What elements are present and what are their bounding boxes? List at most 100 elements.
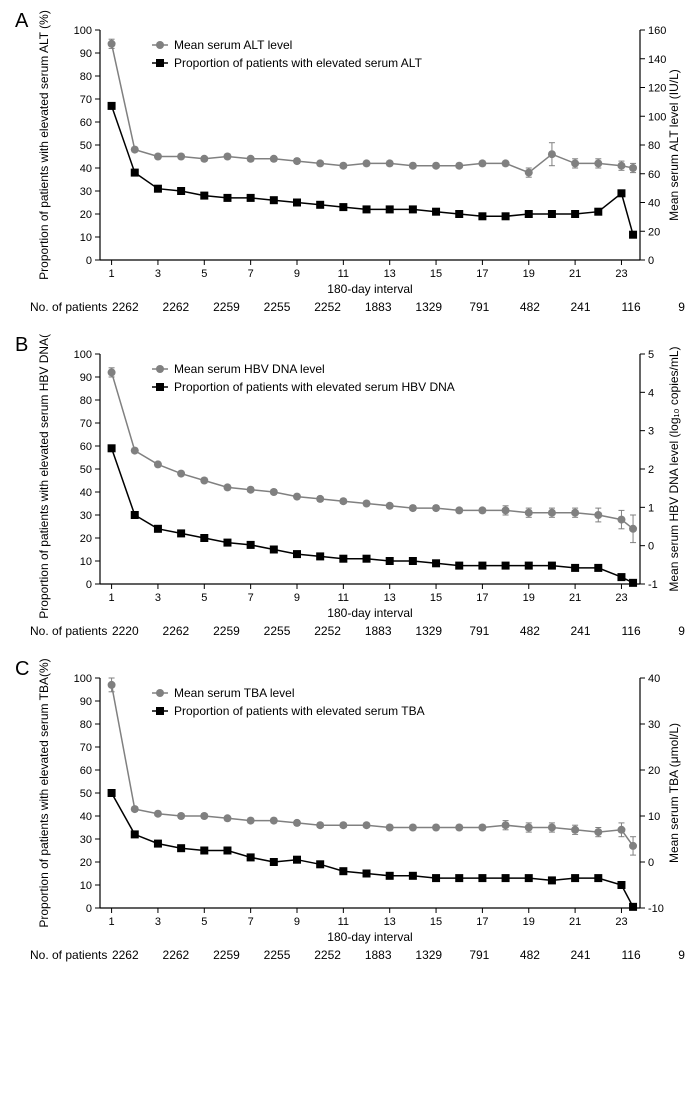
prop-marker — [386, 872, 394, 880]
prop-marker — [363, 870, 371, 878]
patient-count: 2255 — [252, 948, 303, 962]
y-right-tick: -1 — [648, 579, 658, 591]
mean-marker — [200, 155, 208, 163]
mean-marker — [270, 817, 278, 825]
y-right-axis-label: Mean serum HBV DNA level (log₁₀ copies/m… — [667, 346, 681, 591]
mean-marker — [293, 819, 301, 827]
mean-marker — [247, 817, 255, 825]
x-tick: 23 — [615, 592, 627, 604]
mean-marker — [270, 155, 278, 163]
x-tick: 1 — [109, 268, 115, 280]
patient-count: 2252 — [302, 624, 353, 638]
mean-marker — [594, 159, 602, 167]
mean-marker — [525, 824, 533, 832]
mean-marker — [363, 500, 371, 508]
patient-count: 116 — [606, 948, 657, 962]
prop-marker — [629, 231, 637, 239]
patient-count: 2259 — [201, 300, 252, 314]
patient-count: 791 — [454, 624, 505, 638]
prop-marker — [293, 199, 301, 207]
mean-marker — [339, 821, 347, 829]
x-tick: 13 — [384, 592, 396, 604]
y-right-tick: 80 — [648, 140, 660, 152]
mean-marker — [131, 447, 139, 455]
mean-marker — [548, 824, 556, 832]
legend-prop-label: Proportion of patients with elevated ser… — [174, 380, 455, 394]
x-tick: 15 — [430, 592, 442, 604]
prop-marker — [200, 534, 208, 542]
y-left-tick: 30 — [80, 510, 92, 522]
panel-label: B — [15, 334, 28, 357]
x-tick: 15 — [430, 268, 442, 280]
patients-row: No. of patients2262226222592255225218831… — [30, 300, 697, 314]
x-tick: 9 — [294, 268, 300, 280]
mean-marker — [548, 509, 556, 517]
x-tick: 11 — [338, 268, 349, 280]
chart-svg: 0102030405060708090100020406080100120140… — [30, 10, 690, 300]
y-left-tick: 90 — [80, 372, 92, 384]
legend-mean-label: Mean serum HBV DNA level — [174, 362, 325, 376]
mean-marker — [200, 477, 208, 485]
y-left-tick: 20 — [80, 533, 92, 545]
mean-marker — [339, 162, 347, 170]
patient-count: 2255 — [252, 300, 303, 314]
mean-marker — [455, 824, 463, 832]
mean-marker — [594, 828, 602, 836]
mean-marker — [270, 488, 278, 496]
patient-count: 2262 — [100, 300, 151, 314]
mean-marker — [177, 153, 185, 161]
prop-marker — [432, 874, 440, 882]
patients-values: 2262226222592255225218831329791482241116… — [100, 948, 697, 962]
legend-mean-label: Mean serum TBA level — [174, 686, 295, 700]
x-axis-label: 180-day interval — [327, 282, 412, 296]
patient-count: 241 — [555, 624, 606, 638]
panel-label: C — [15, 658, 29, 681]
patient-count: 1329 — [403, 948, 454, 962]
mean-marker — [629, 164, 637, 172]
prop-marker — [131, 169, 139, 177]
mean-marker — [629, 525, 637, 533]
mean-marker — [502, 159, 510, 167]
prop-marker — [629, 579, 637, 587]
mean-marker — [339, 497, 347, 505]
y-left-tick: 70 — [80, 418, 92, 430]
y-right-tick: -10 — [648, 903, 664, 915]
y-left-tick: 50 — [80, 464, 92, 476]
y-left-tick: 30 — [80, 834, 92, 846]
patient-count: 241 — [555, 300, 606, 314]
y-left-tick: 90 — [80, 696, 92, 708]
y-left-tick: 100 — [74, 349, 92, 361]
mean-marker — [131, 805, 139, 813]
prop-marker — [617, 881, 625, 889]
mean-marker — [247, 486, 255, 494]
prop-marker — [177, 187, 185, 195]
prop-marker — [223, 847, 231, 855]
mean-marker — [154, 810, 162, 818]
mean-marker — [293, 493, 301, 501]
mean-marker — [316, 495, 324, 503]
y-left-tick: 0 — [86, 903, 92, 915]
x-tick: 23 — [615, 916, 627, 928]
prop-marker — [478, 212, 486, 220]
x-tick: 17 — [476, 268, 488, 280]
mean-marker — [316, 159, 324, 167]
y-right-tick: 1 — [648, 502, 654, 514]
prop-marker — [617, 189, 625, 197]
prop-marker — [316, 552, 324, 560]
mean-marker — [108, 368, 116, 376]
x-tick: 7 — [248, 592, 254, 604]
patient-count: 116 — [606, 300, 657, 314]
legend-mean-label: Mean serum ALT level — [174, 38, 292, 52]
y-left-axis-label: Proportion of patients with elevated ser… — [37, 10, 51, 280]
x-tick: 17 — [476, 592, 488, 604]
prop-marker — [548, 562, 556, 570]
x-tick: 23 — [615, 268, 627, 280]
figure-panels: A010203040506070809010002040608010012014… — [10, 10, 697, 962]
x-tick: 1 — [109, 916, 115, 928]
prop-marker — [594, 564, 602, 572]
patient-count: 241 — [555, 948, 606, 962]
mean-marker — [455, 506, 463, 514]
prop-marker — [316, 201, 324, 209]
mean-marker — [432, 162, 440, 170]
y-right-tick: 100 — [648, 111, 666, 123]
